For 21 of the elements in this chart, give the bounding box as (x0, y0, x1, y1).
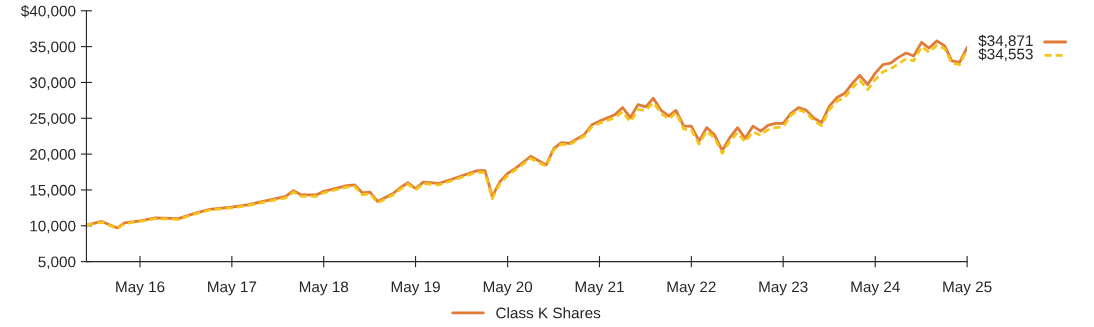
y-tick-label: 30,000 (29, 77, 76, 90)
y-tick-label: 25,000 (30, 113, 76, 126)
x-tick-label: May 18 (299, 281, 349, 296)
y-tick-label: 5,000 (38, 256, 76, 270)
x-tick-label: May 19 (391, 281, 440, 296)
legend-label: Class K Shares (496, 307, 601, 319)
y-tick-label: 20,000 (30, 148, 76, 162)
x-tick-label: May 16 (116, 281, 165, 296)
x-tick-label: May 21 (575, 281, 624, 296)
annotation: $34,871 (978, 34, 1033, 48)
y-tick-label: $40,000 (20, 5, 76, 19)
x-tick-label: May 23 (759, 281, 808, 296)
x-tick-label: May 17 (208, 281, 257, 296)
x-tick-label: May 20 (483, 281, 533, 296)
y-tick-label: 35,000 (29, 41, 76, 55)
annotation: $34,553 (978, 48, 1033, 62)
x-tick-label: May 24 (851, 281, 900, 296)
x-tick-label: May 22 (667, 281, 716, 296)
x-tick-label: May 25 (943, 281, 992, 296)
y-tick-label: 15,000 (30, 184, 76, 198)
y-tick-label: 10,000 (30, 220, 76, 234)
